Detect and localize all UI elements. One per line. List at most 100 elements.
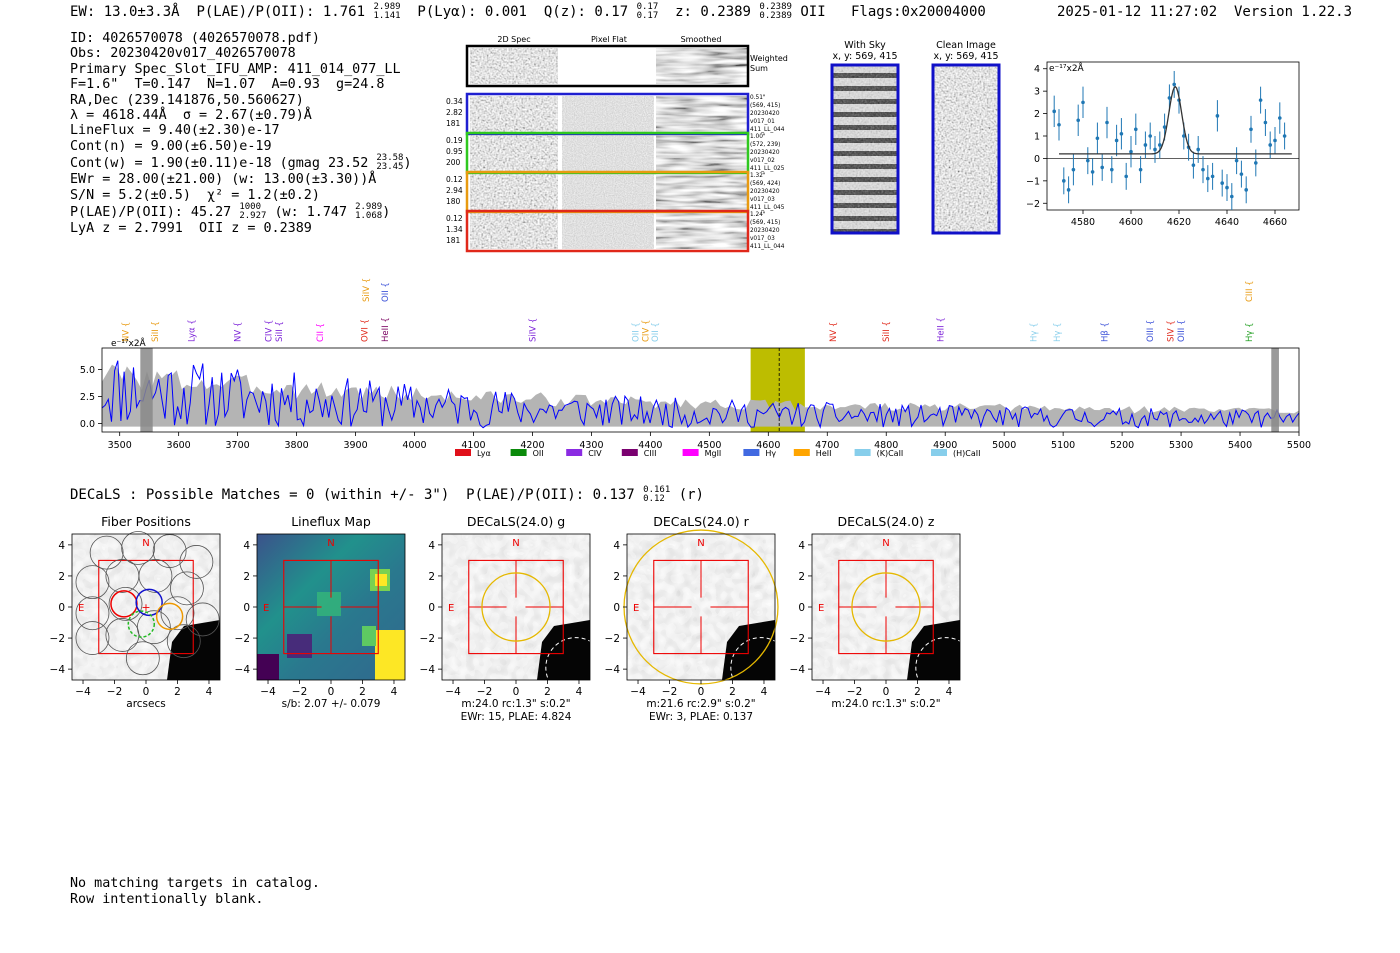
cutout-fiber-info: 20230420	[750, 228, 780, 234]
cutout-fiber-info: v017_03	[750, 236, 775, 242]
y-tick-label: 0	[428, 602, 435, 614]
x-tick-label: 4100	[461, 440, 485, 451]
cutout-weight-label: 0.34	[446, 97, 463, 106]
x-tick-label: 4700	[815, 440, 839, 451]
fiber-footprint	[185, 602, 220, 637]
cutout-fiber-info: 1.24"	[750, 212, 766, 218]
cutout-fiber-info: (569, 424)	[750, 181, 780, 187]
x-tick-label: 4400	[638, 440, 662, 451]
y-tick-label: 0	[798, 602, 805, 614]
y-tick-label: −2	[50, 633, 65, 645]
cutout-fiber-info: v017_01	[750, 119, 775, 125]
panel-caption: m:24.0 rc:1.3" s:0.2"	[461, 698, 570, 710]
emission-line-label: SiII {	[275, 321, 285, 342]
y-tick-label: −2	[420, 633, 435, 645]
legend-swatch	[455, 449, 471, 456]
emission-line-label: CIV {	[642, 320, 652, 342]
clean-image-title: Clean Image	[936, 40, 996, 51]
x-tick-label: 2	[544, 686, 551, 698]
y-tick-label: 0.0	[80, 419, 95, 430]
data-point	[1086, 158, 1090, 163]
data-point	[1110, 167, 1114, 172]
emission-line-label: Hγ {	[1030, 322, 1040, 342]
info-lineflux: LineFlux = 9.40(±2.30)e-17	[70, 123, 280, 139]
east-label: E	[78, 603, 84, 614]
data-point	[1230, 194, 1234, 199]
cutout-fiber-info: 20230420	[750, 150, 780, 156]
info-fiber: F=1.6" T=0.147 N=1.07 A=0.93 g=24.8	[70, 77, 385, 93]
emission-line-label: SIV {	[1166, 320, 1176, 342]
fiber-footprint	[75, 596, 110, 631]
fiber-footprint	[121, 531, 156, 565]
imaging-panels: Fiber Positions + N E −4 −4 −2 −2 0 0 2 2 4 4 arcsecs L…	[50, 514, 977, 723]
cutout-fiber-info: 1.32"	[750, 173, 766, 179]
full-spectrum-frame	[101, 347, 1300, 433]
panel-caption: s/b: 2.07 +/- 0.079	[282, 698, 381, 710]
info-plae: P(LAE)/P(OII): 45.27 1000 2.927 (w: 1.747…	[70, 202, 391, 222]
data-point	[1148, 134, 1152, 138]
east-label: E	[448, 603, 454, 614]
cutout-fiber-info: (569, 415)	[750, 220, 780, 226]
qz-value: Q(z): 0.17	[543, 4, 629, 20]
cutout-fiber-info: 411_LL_045	[750, 205, 785, 211]
emission-line-label: Hγ {	[1053, 322, 1063, 342]
x-tick-label: 5200	[1110, 440, 1134, 451]
x-tick-label: 4620	[1167, 217, 1191, 228]
y-tick-label: −4	[420, 664, 436, 676]
masked-region	[140, 348, 153, 432]
info-id: ID: 4026570078 (4026570078.pdf)	[70, 31, 320, 46]
ew-value: EW: 13.0±3.3Å	[70, 4, 180, 20]
fiber-footprint	[75, 565, 110, 600]
info-ewr: EWr = 28.00(±21.00) (w: 13.00(±3.30))Å	[70, 172, 377, 188]
data-point	[1196, 147, 1200, 152]
fiber-footprint	[136, 610, 171, 645]
emission-line-label: NV {	[122, 322, 132, 342]
y-tick-label: 4	[243, 540, 250, 552]
y-tick-label: 0	[1034, 154, 1040, 165]
cutout-2dspec	[470, 96, 558, 132]
emission-line-label: SiIV {	[528, 318, 538, 342]
legend-swatch	[566, 449, 583, 456]
panel-caption: m:24.0 rc:1.3" s:0.2"	[831, 698, 940, 710]
x-tick-label: 4000	[402, 440, 426, 451]
cutout-smoothed	[656, 174, 748, 210]
x-tick-label: 3600	[167, 440, 191, 451]
y-tick-label: 2	[428, 571, 435, 583]
weighted-sum-row: Weighted Sum	[465, 44, 788, 88]
data-point	[1071, 167, 1076, 172]
col-2dspec-label: 2D Spec	[497, 35, 530, 44]
legend-swatch	[793, 449, 810, 456]
fiber-footprint	[108, 586, 143, 621]
data-point	[1172, 82, 1176, 87]
cutout-fiber-info: 20230420	[750, 189, 780, 195]
data-point	[1234, 158, 1239, 163]
info-sn: S/N = 5.2(±0.5) χ² = 1.2(±0.2)	[70, 187, 320, 203]
panel-caption: arcsecs	[126, 698, 165, 710]
cutout-weight-label: 0.95	[446, 147, 463, 156]
x-tick-label: −4	[75, 686, 91, 698]
emission-line-label: Hβ {	[1100, 322, 1110, 342]
cutout-pixelflat	[562, 174, 654, 210]
fiber-footprint	[166, 624, 201, 659]
cutout-2dspec	[470, 135, 558, 171]
cutout-fiber-info: v017_03	[750, 197, 775, 203]
cutout-weight-label: 200	[446, 158, 461, 167]
data-point	[1258, 98, 1263, 102]
data-point	[1100, 165, 1104, 170]
legend-label: (H)CaII	[953, 449, 980, 458]
data-point	[1066, 188, 1071, 192]
panel-title: DECaLS(24.0) r	[653, 514, 749, 529]
data-point	[1273, 138, 1277, 143]
y-tick-label: 0	[58, 602, 65, 614]
x-tick-label: 5000	[992, 440, 1016, 451]
cutout-fiber-info: 1.00"	[750, 134, 766, 140]
y-tick-label: 4	[58, 540, 65, 552]
x-tick-label: 5500	[1287, 440, 1311, 451]
decals-summary: DECaLS : Possible Matches = 0 (within +/…	[70, 485, 704, 504]
flux-blob	[287, 634, 312, 658]
x-tick-label: 0	[883, 686, 890, 698]
line-fit-frame	[1046, 61, 1300, 211]
y-tick-label: −2	[1026, 199, 1040, 210]
y-tick-label: 1	[1034, 132, 1040, 143]
data-point	[1124, 174, 1128, 179]
